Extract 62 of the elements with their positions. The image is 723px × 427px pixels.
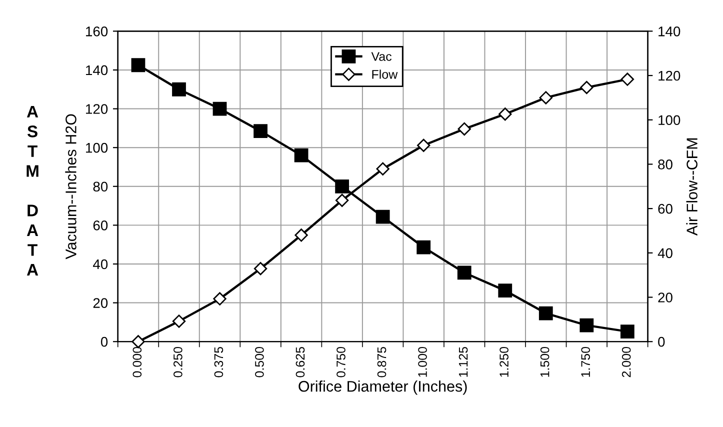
point <box>416 240 431 254</box>
y2-tick-label: 80 <box>658 160 672 170</box>
x-tick-label: 1.125 <box>458 346 468 377</box>
y-tick-label: 20 <box>93 298 108 308</box>
x-tick-label: 2.000 <box>622 346 631 378</box>
point <box>538 306 553 320</box>
point <box>132 335 145 348</box>
point <box>212 102 227 116</box>
y2-tick-label: 60 <box>658 204 672 214</box>
point <box>580 80 594 94</box>
y-tick-label: 160 <box>86 26 108 36</box>
point <box>172 82 186 96</box>
point <box>294 148 308 162</box>
point <box>580 318 594 332</box>
legend-label: Flow <box>372 70 398 79</box>
y-tick-label: 100 <box>86 142 108 153</box>
point <box>294 228 308 242</box>
point <box>620 72 634 86</box>
y2-tick-label: 100 <box>658 115 680 126</box>
y2-tick-label: 140 <box>658 26 680 36</box>
y-tick-label: 60 <box>93 220 108 230</box>
y-tick-label: 0 <box>100 336 108 347</box>
point <box>172 314 186 328</box>
point <box>335 179 350 194</box>
x-tick-label: 1.250 <box>500 346 508 377</box>
point <box>457 266 472 280</box>
y-tick-label: 140 <box>86 65 108 76</box>
x-tick-label: 0.750 <box>336 346 346 378</box>
point <box>213 292 226 306</box>
y2-tick-label: 0 <box>658 336 665 347</box>
point <box>335 194 349 207</box>
y2-axis-title: Air Flow--CFM <box>686 138 698 236</box>
point <box>498 284 512 298</box>
x-tick-label: 1.750 <box>581 346 590 377</box>
point <box>417 138 430 152</box>
y2-tick-label: 20 <box>658 292 672 302</box>
point <box>498 108 512 121</box>
point <box>620 324 634 338</box>
text: A S T M D A T A <box>26 106 38 276</box>
x-tick-label: 0.500 <box>255 346 264 378</box>
y2-tick-label: 40 <box>658 248 672 258</box>
x-tick-label: 1.000 <box>418 346 427 377</box>
x-tick-label: 0.875 <box>377 346 386 378</box>
x-tick-label: 0.375 <box>214 346 224 378</box>
point <box>458 122 471 136</box>
y-tick-label: 120 <box>86 104 108 114</box>
y2-tick-label: 120 <box>658 70 680 81</box>
x-tick-label: 0.250 <box>174 346 182 378</box>
y-tick-label: 80 <box>93 182 108 192</box>
x-tick-label: 0.625 <box>296 346 305 378</box>
y-axis-title: Vacuum--Inches H2O <box>65 114 76 260</box>
point <box>254 124 268 138</box>
point <box>376 162 390 176</box>
x-tick-label: 1.500 <box>540 346 550 377</box>
point <box>254 262 268 276</box>
x-axis-title: Orifice Diameter (Inches) <box>298 380 467 395</box>
x-tick-label: 0.000 <box>132 346 142 378</box>
point <box>131 58 146 72</box>
legend-label: Vac <box>371 52 392 61</box>
point <box>376 210 390 224</box>
y-tick-label: 40 <box>93 259 108 270</box>
point <box>539 91 552 104</box>
